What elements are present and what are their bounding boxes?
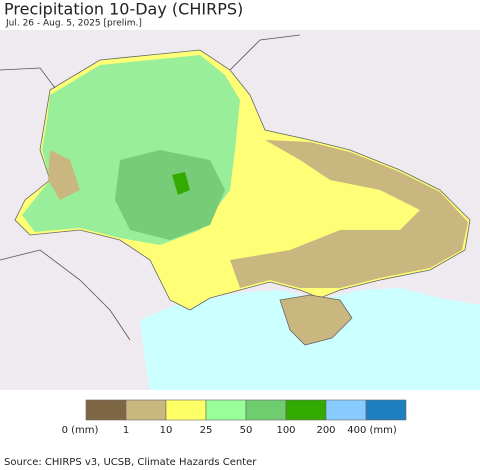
border: [0, 249, 131, 341]
crimea: [279, 294, 353, 346]
border: [229, 34, 301, 71]
legend-swatch: [85, 399, 127, 421]
legend-swatch: [165, 399, 207, 421]
legend-swatch: [125, 399, 167, 421]
dry-region: [230, 140, 468, 288]
subtitle: Jul. 26 - Aug. 5, 2025 [prelim.]: [5, 19, 142, 29]
legend-swatch: [325, 399, 367, 421]
legend-swatch: [365, 399, 407, 421]
dry-region-west: [48, 150, 80, 200]
legend-label: 50: [240, 425, 253, 436]
legend-swatch: [245, 399, 287, 421]
title: Precipitation 10-Day (CHIRPS): [4, 0, 243, 19]
wettest-spot: [172, 172, 190, 195]
legend: 0 (mm) 1 10 25 50 100 200 400 (mm): [62, 399, 407, 436]
map: [0, 30, 480, 390]
legend-label: 0 (mm): [62, 425, 99, 436]
legend-label: 1: [123, 425, 129, 436]
border: [0, 67, 56, 89]
legend-label: 400 (mm): [347, 425, 397, 436]
source: Source: CHIRPS v3, UCSB, Climate Hazards…: [4, 457, 257, 468]
legend-swatch: [285, 399, 327, 421]
legend-label: 10: [160, 425, 173, 436]
legend-label: 25: [200, 425, 213, 436]
legend-swatch: [205, 399, 247, 421]
legend-label: 100: [276, 425, 295, 436]
legend-label: 200: [316, 425, 335, 436]
wetter-region: [115, 150, 225, 240]
